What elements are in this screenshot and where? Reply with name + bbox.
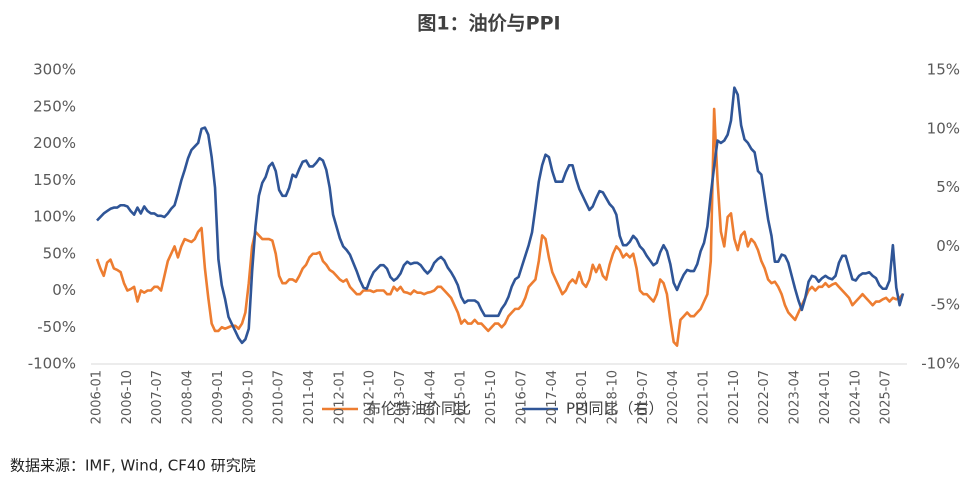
y-tick-label: 300% bbox=[33, 61, 76, 79]
x-tick-label: 2009-10 bbox=[241, 370, 256, 424]
y2-tick-label: 5% bbox=[936, 178, 960, 196]
chart-title: 图1：油价与PPI bbox=[417, 13, 560, 35]
source-note: 数据来源：IMF, Wind, CF40 研究院 bbox=[10, 457, 256, 475]
x-tick-label: 2021-01 bbox=[697, 370, 712, 424]
y2-tick-label: 15% bbox=[927, 61, 960, 79]
y2-tick-label: 10% bbox=[927, 119, 960, 137]
y-tick-label: -100% bbox=[28, 355, 76, 373]
y2-tick-label: -10% bbox=[921, 355, 960, 373]
legend-label: 布伦特油价同比 bbox=[366, 400, 471, 418]
series-line bbox=[95, 107, 904, 347]
x-tick-label: 2017-04 bbox=[545, 370, 560, 424]
x-tick-label: 2025-07 bbox=[879, 370, 894, 424]
x-tick-label: 2006-10 bbox=[120, 370, 135, 424]
x-tick-label: 2022-07 bbox=[757, 370, 772, 424]
x-tick-label: 2024-10 bbox=[848, 370, 863, 424]
y-tick-label: 0% bbox=[52, 281, 76, 299]
x-tick-label: 2006-01 bbox=[90, 370, 105, 424]
x-tick-label: 2015-10 bbox=[484, 370, 499, 424]
x-tick-label: 2015-01 bbox=[454, 370, 469, 424]
y-tick-label: 50% bbox=[43, 244, 76, 262]
y-tick-label: 200% bbox=[33, 134, 76, 152]
y2-tick-label: -5% bbox=[931, 296, 960, 314]
x-tick-label: 2007-07 bbox=[150, 370, 165, 424]
x-tick-label: 2014-04 bbox=[423, 370, 438, 424]
x-tick-label: 2012-10 bbox=[363, 370, 378, 424]
x-tick-label: 2019-07 bbox=[636, 370, 651, 424]
y-tick-label: -50% bbox=[37, 318, 76, 336]
x-tick-label: 2020-04 bbox=[666, 370, 681, 424]
x-tick-label: 2021-10 bbox=[727, 370, 742, 424]
x-tick-label: 2012-01 bbox=[332, 370, 347, 424]
y2-tick-label: 0% bbox=[936, 237, 960, 255]
x-tick-label: 2018-10 bbox=[605, 370, 620, 424]
y-tick-label: 250% bbox=[33, 97, 76, 115]
series-line bbox=[96, 86, 905, 345]
legend: 布伦特油价同比 PPI同比（右） bbox=[322, 400, 664, 418]
y-tick-label: 100% bbox=[33, 208, 76, 226]
x-tick-label: 2013-07 bbox=[393, 370, 408, 424]
y-tick-label: 150% bbox=[33, 171, 76, 189]
x-tick-label: 2009-01 bbox=[211, 370, 226, 424]
x-tick-label: 2011-04 bbox=[302, 370, 317, 424]
legend-label: PPI同比（右） bbox=[566, 400, 664, 418]
x-tick-label: 2024-01 bbox=[818, 370, 833, 424]
x-tick-label: 2023-04 bbox=[788, 370, 803, 424]
x-tick-label: 2016-07 bbox=[514, 370, 529, 424]
x-tick-label: 2018-01 bbox=[575, 370, 590, 424]
x-tick-label: 2010-07 bbox=[272, 370, 287, 424]
x-tick-label: 2008-04 bbox=[181, 370, 196, 424]
